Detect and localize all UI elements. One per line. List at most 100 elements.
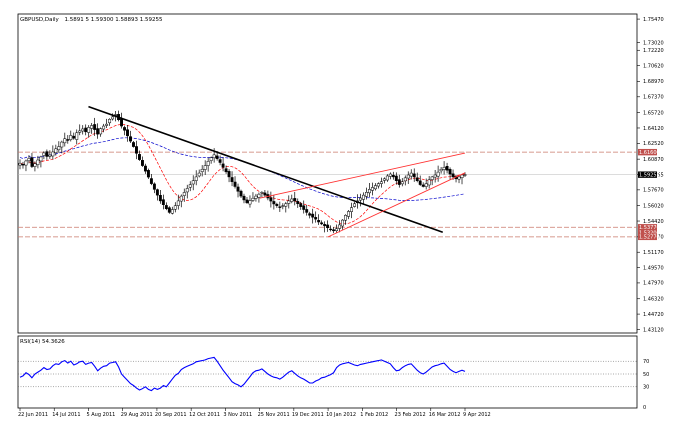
candle-body-up <box>430 176 434 180</box>
candle-body-up <box>102 125 106 130</box>
candle-body-up <box>191 180 195 185</box>
candle-body-down <box>239 190 243 197</box>
candle-body-down <box>218 159 222 163</box>
price-tag-label: 1.53770 <box>639 225 660 231</box>
candle-body-down <box>278 206 282 208</box>
candle-body-down <box>230 177 234 182</box>
candle-body-up <box>54 148 58 153</box>
candle-body-up <box>90 125 94 129</box>
candle-body-down <box>233 181 237 187</box>
date-tick-label: 25 Nov 2011 <box>258 412 290 418</box>
candle-body-down <box>140 160 144 166</box>
candle-body-down <box>164 205 168 210</box>
candle-body-down <box>242 195 246 201</box>
candle-body-up <box>81 128 85 132</box>
candle-body-up <box>347 211 350 217</box>
candle-body-up <box>379 181 383 184</box>
trendlines <box>88 105 466 238</box>
candle-body-down <box>275 203 279 206</box>
candle-body-down <box>215 155 219 159</box>
candle-body-down <box>299 203 303 207</box>
candle-body-up <box>203 165 207 170</box>
candle-body-up <box>457 176 461 180</box>
candle-body-up <box>75 132 79 140</box>
candle-body-up <box>197 172 201 177</box>
candle-body-down <box>135 146 138 154</box>
candle-body-down <box>221 163 225 168</box>
candle-body-down <box>93 124 97 130</box>
price-tag-box <box>638 171 657 178</box>
candle-body-down <box>269 197 273 202</box>
candle-body-down <box>314 217 318 220</box>
candle-body-down <box>126 129 129 137</box>
candle-body-up <box>335 228 339 232</box>
candle-body-up <box>51 151 55 157</box>
candle-body-up <box>260 192 264 194</box>
candle-body-down <box>123 127 126 131</box>
date-tick-label: 19 Dec 2011 <box>292 412 324 418</box>
candle-body-up <box>39 156 43 162</box>
candle-body-up <box>284 203 288 207</box>
candle-body-down <box>451 173 455 178</box>
candle-body-down <box>263 192 267 196</box>
candle-body-up <box>427 179 431 186</box>
candle-body-up <box>353 203 356 207</box>
candle-body-up <box>105 123 109 126</box>
rsi-tick-label: 70 <box>643 359 649 365</box>
chart-ohlc: 1.5891 5 1.59300 1.58893 1.59255 <box>65 17 163 23</box>
price-tick-label: 1.46320 <box>643 297 664 303</box>
candle-body-up <box>57 146 61 151</box>
candle-body-down <box>155 189 159 196</box>
candle-body-down <box>296 201 300 205</box>
candle-body-down <box>84 127 88 133</box>
candle-body-down <box>66 139 70 141</box>
candle-body-up <box>281 205 285 207</box>
candle-body-down <box>418 180 422 185</box>
candle-body-up <box>436 171 440 177</box>
candle-body-down <box>236 186 240 192</box>
candle-body-down <box>302 205 306 210</box>
rsi-tick-label: 50 <box>643 372 649 378</box>
price-tag-box <box>638 229 657 236</box>
price-tick-label: 1.70620 <box>643 63 664 69</box>
candle-body-down <box>167 207 171 213</box>
candle-body-up <box>179 195 183 202</box>
date-tick-label: 14 Jul 2011 <box>52 412 80 418</box>
date-tick-label: 23 Feb 2012 <box>395 412 426 418</box>
price-tick-label: 1.75470 <box>643 17 664 23</box>
candle-body-down <box>146 170 150 178</box>
candle-body-up <box>42 152 46 156</box>
candle-body-down <box>421 184 425 187</box>
ma-slow-line <box>19 137 466 201</box>
candle-body-down <box>391 174 395 178</box>
price-tick-label: 1.49570 <box>643 265 664 271</box>
price-tag-label: 1.52770 <box>639 235 660 241</box>
price-tick-label: 1.67370 <box>643 95 664 101</box>
candle-body-down <box>143 165 147 172</box>
price-tick-label: 1.54420 <box>643 219 664 225</box>
candle-body-down <box>224 168 228 173</box>
candle-body-down <box>129 136 132 142</box>
chart-title: GBPUSD,Daily <box>20 17 60 23</box>
candle-body-up <box>370 187 374 191</box>
candle-body-up <box>382 178 386 181</box>
rsi-tick-label: 30 <box>643 385 649 391</box>
date-tick-label: 29 Aug 2011 <box>121 412 153 418</box>
candle-body-up <box>406 174 410 179</box>
price-tag-label: 1.53200 <box>639 231 660 237</box>
price-panel-frame <box>17 13 638 334</box>
rsi-label: RSI(14) 54.3626 <box>20 339 65 345</box>
candle-body-up <box>173 205 177 210</box>
date-tick-label: 12 Oct 2011 <box>189 412 220 418</box>
candle-body-down <box>397 179 401 185</box>
candle-body-up <box>60 141 64 148</box>
candle-body-up <box>194 176 198 181</box>
candle-body-up <box>433 174 437 178</box>
candle-body-down <box>138 154 141 160</box>
candle-body-up <box>341 219 345 227</box>
candle-body-down <box>326 224 330 229</box>
candle-body-down <box>227 171 231 178</box>
candle-body-down <box>445 166 449 171</box>
candle-body-down <box>96 128 100 135</box>
